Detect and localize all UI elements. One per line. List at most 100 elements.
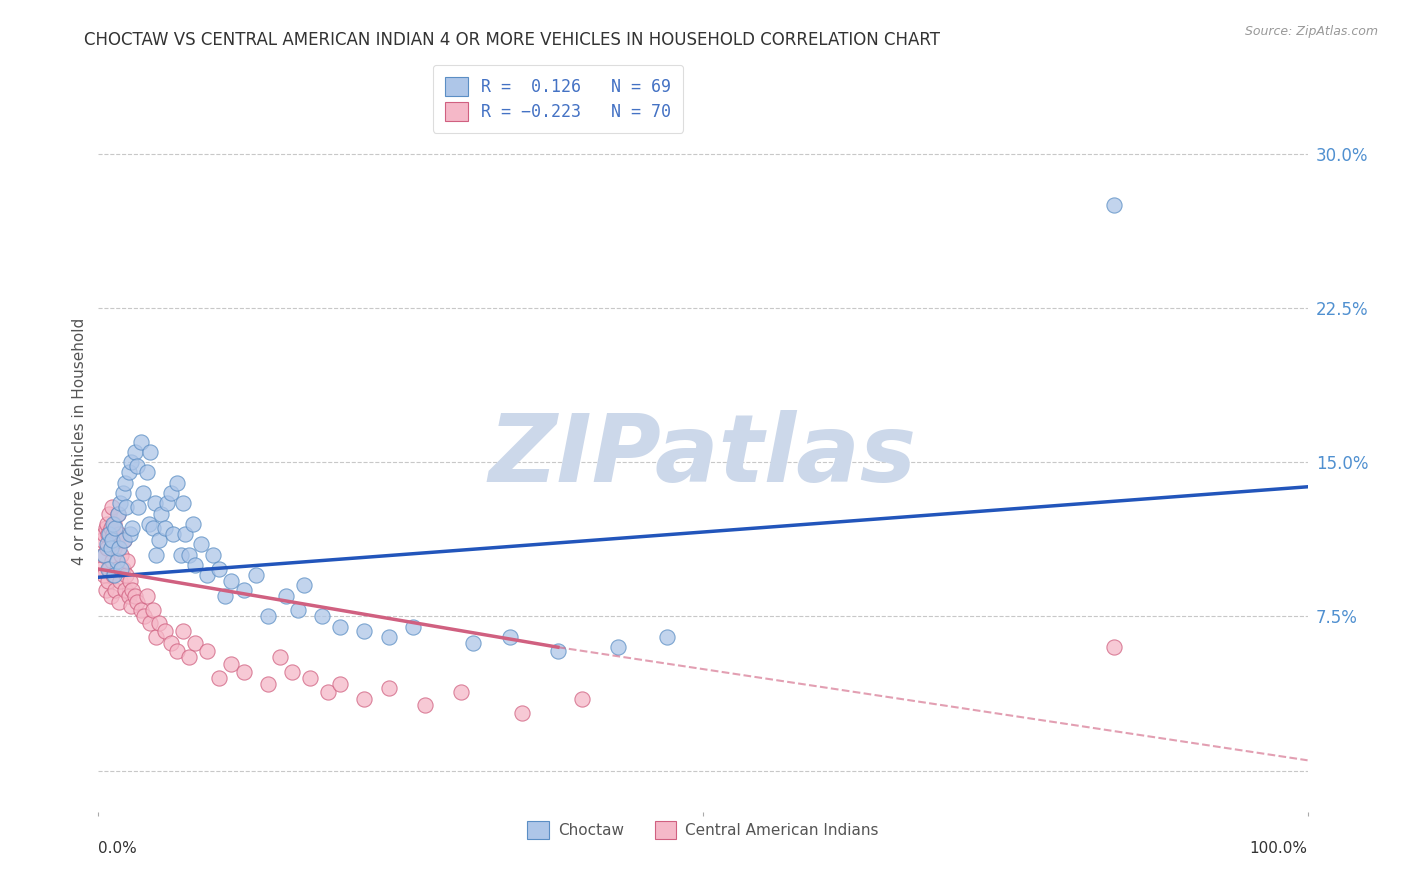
Point [91,533,114,548]
Point [96,541,118,556]
Point [172,496,194,510]
Point [114,475,136,490]
Point [142,603,165,617]
Point [174,527,197,541]
Point [127,595,149,609]
Y-axis label: 4 or more Vehicles in Household: 4 or more Vehicles in Household [72,318,87,566]
Point [153,521,176,535]
Point [181,516,204,531]
Point [329,620,352,634]
Point [94,582,117,597]
Text: Source: ZipAtlas.com: Source: ZipAtlas.com [1244,25,1378,38]
Point [108,496,131,510]
Point [94,521,117,535]
Point [112,533,135,548]
Point [450,685,472,699]
Point [202,548,225,562]
Point [145,630,167,644]
Point [179,548,201,562]
Point [118,574,141,589]
Point [655,630,678,644]
Point [100,521,122,535]
Point [115,568,138,582]
Point [96,537,118,551]
Point [90,562,112,576]
Point [150,507,173,521]
Point [101,527,124,541]
Point [93,568,115,582]
Point [353,691,375,706]
Point [232,582,254,597]
Point [139,445,162,459]
Point [115,500,138,515]
Point [166,475,188,490]
Point [135,466,157,480]
Point [208,671,231,685]
Point [118,466,141,480]
Point [98,527,121,541]
Point [100,554,122,568]
Point [169,548,191,562]
Point [98,562,121,576]
Point [120,599,142,613]
Point [96,516,118,531]
Point [162,527,184,541]
Point [114,582,136,597]
Point [103,516,125,531]
Point [108,595,131,609]
Point [1102,198,1125,212]
Text: CHOCTAW VS CENTRAL AMERICAN INDIAN 4 OR MORE VEHICLES IN HOUSEHOLD CORRELATION C: CHOCTAW VS CENTRAL AMERICAN INDIAN 4 OR … [84,31,941,49]
Point [107,507,129,521]
Point [117,554,139,568]
Point [463,636,485,650]
Point [127,459,149,474]
Legend: Choctaw, Central American Indians: Choctaw, Central American Indians [522,815,884,845]
Point [105,554,128,568]
Point [103,568,125,582]
Point [160,486,183,500]
Point [143,496,166,510]
Point [124,445,146,459]
Point [274,589,297,603]
Point [105,533,128,548]
Point [299,671,322,685]
Point [132,486,155,500]
Point [221,657,243,671]
Point [112,533,135,548]
Point [245,568,267,582]
Point [292,578,315,592]
Point [1102,640,1125,655]
Point [256,609,278,624]
Point [156,496,179,510]
Point [134,609,156,624]
Point [100,541,122,556]
Point [353,624,375,638]
Point [120,455,142,469]
Point [135,589,157,603]
Point [97,527,120,541]
Point [402,620,425,634]
Point [208,562,231,576]
Point [153,624,176,638]
Point [281,665,304,679]
Point [118,589,141,603]
Point [103,541,125,556]
Point [179,650,201,665]
Point [97,562,120,576]
Point [214,589,236,603]
Point [111,486,134,500]
Point [121,582,143,597]
Point [184,636,207,650]
Point [148,533,170,548]
Point [100,533,122,548]
Point [139,615,162,630]
Point [256,677,278,691]
Point [105,562,128,576]
Point [571,691,593,706]
Point [316,685,339,699]
Point [100,589,122,603]
Point [232,665,254,679]
Point [287,603,309,617]
Point [91,548,114,562]
Point [329,677,352,691]
